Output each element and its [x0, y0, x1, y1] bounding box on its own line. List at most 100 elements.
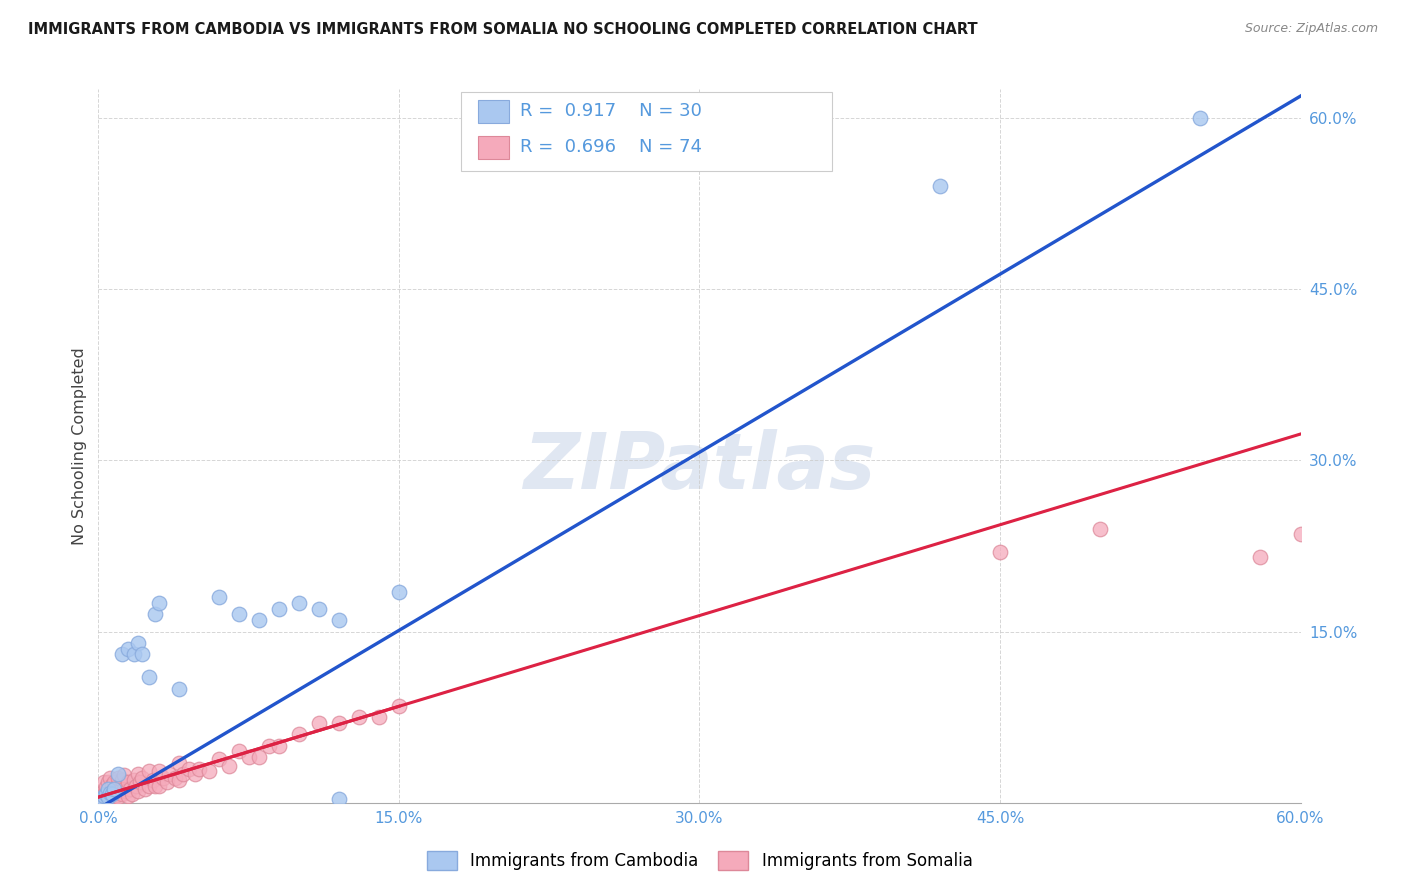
Point — [347, 710, 370, 724]
Point — [288, 727, 311, 741]
Point — [228, 607, 250, 622]
Point — [183, 767, 205, 781]
Point — [97, 775, 120, 789]
Point — [91, 791, 114, 805]
Point — [388, 698, 411, 713]
Point — [143, 607, 166, 622]
Point — [93, 787, 115, 801]
Point — [148, 596, 170, 610]
Point — [247, 750, 270, 764]
Point — [100, 771, 122, 785]
Point — [143, 779, 166, 793]
Point — [228, 744, 250, 758]
Point — [148, 764, 170, 778]
Text: IMMIGRANTS FROM CAMBODIA VS IMMIGRANTS FROM SOMALIA NO SCHOOLING COMPLETED CORRE: IMMIGRANTS FROM CAMBODIA VS IMMIGRANTS F… — [28, 22, 977, 37]
Point — [101, 788, 124, 802]
Point — [125, 779, 148, 793]
Point — [96, 790, 118, 805]
Point — [117, 789, 139, 803]
Point — [128, 767, 150, 781]
Point — [91, 791, 114, 805]
Point — [1189, 111, 1212, 125]
Point — [111, 648, 134, 662]
Point — [100, 789, 122, 803]
Point — [257, 739, 280, 753]
Point — [128, 636, 150, 650]
Point — [97, 782, 120, 797]
Point — [97, 784, 120, 798]
Point — [1250, 550, 1272, 565]
Point — [96, 787, 118, 801]
Point — [103, 782, 125, 797]
Point — [267, 601, 290, 615]
Point — [155, 775, 177, 789]
Point — [103, 775, 125, 789]
Point — [267, 739, 290, 753]
Point — [238, 750, 260, 764]
Point — [100, 785, 122, 799]
Text: Source: ZipAtlas.com: Source: ZipAtlas.com — [1244, 22, 1378, 36]
Point — [308, 601, 330, 615]
Point — [101, 778, 124, 792]
Point — [208, 591, 231, 605]
Point — [163, 771, 186, 785]
Point — [1088, 522, 1111, 536]
Point — [1289, 527, 1312, 541]
Point — [114, 782, 136, 797]
Point — [247, 613, 270, 627]
Point — [93, 792, 115, 806]
Point — [197, 764, 219, 778]
Point — [131, 648, 153, 662]
Point — [157, 767, 180, 781]
Point — [114, 768, 136, 782]
Point — [115, 784, 138, 798]
Point — [107, 771, 129, 785]
Point — [103, 790, 125, 805]
Point — [187, 762, 209, 776]
Point — [152, 771, 174, 785]
Point — [110, 784, 132, 798]
Point — [208, 752, 231, 766]
Point — [97, 790, 120, 805]
Point — [91, 785, 114, 799]
Point — [988, 544, 1011, 558]
Point — [117, 775, 139, 789]
Point — [177, 762, 200, 776]
Point — [148, 779, 170, 793]
Legend: Immigrants from Cambodia, Immigrants from Somalia: Immigrants from Cambodia, Immigrants fro… — [420, 844, 979, 877]
Point — [138, 779, 160, 793]
Point — [101, 787, 124, 801]
Point — [96, 780, 118, 794]
Point — [167, 756, 190, 770]
Point — [167, 772, 190, 787]
Point — [93, 775, 115, 789]
Point — [141, 772, 163, 787]
Point — [328, 792, 350, 806]
Point — [124, 772, 146, 787]
Point — [129, 775, 152, 789]
Point — [89, 788, 111, 802]
Point — [124, 648, 146, 662]
Point — [288, 596, 311, 610]
Text: R =  0.696    N = 74: R = 0.696 N = 74 — [520, 138, 702, 156]
Point — [929, 179, 952, 194]
Point — [89, 793, 111, 807]
Point — [120, 782, 142, 797]
Y-axis label: No Schooling Completed: No Schooling Completed — [72, 347, 87, 545]
Point — [111, 772, 134, 787]
Point — [328, 613, 350, 627]
Point — [128, 784, 150, 798]
Point — [308, 715, 330, 730]
Point — [93, 789, 115, 803]
Point — [138, 670, 160, 684]
Point — [131, 771, 153, 785]
Point — [368, 710, 391, 724]
Text: ZIPatlas: ZIPatlas — [523, 429, 876, 506]
Point — [105, 788, 128, 802]
Point — [167, 681, 190, 696]
Point — [138, 764, 160, 778]
Point — [107, 782, 129, 797]
Point — [328, 715, 350, 730]
Point — [89, 793, 111, 807]
Point — [107, 790, 129, 805]
